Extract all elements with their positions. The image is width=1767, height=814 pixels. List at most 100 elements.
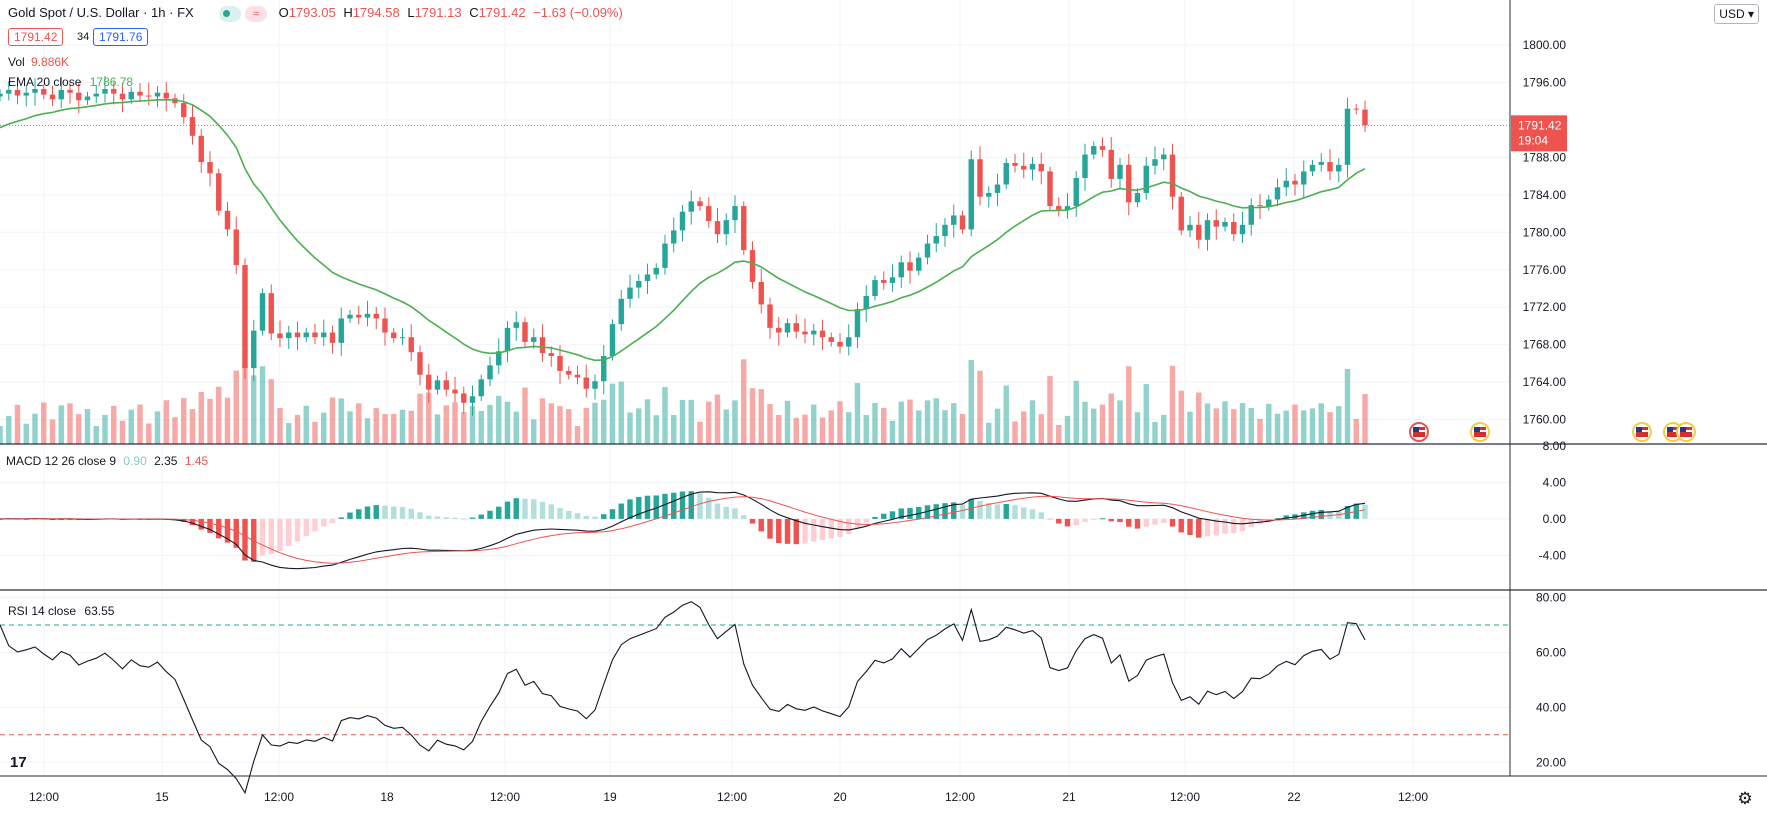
candle[interactable] [548,353,554,356]
candle[interactable] [434,380,441,390]
candle[interactable] [0,93,3,97]
buy-price[interactable]: 1791.76 [93,28,149,46]
candle[interactable] [767,304,773,328]
candle[interactable] [968,159,974,230]
candle[interactable] [1021,165,1027,170]
candle[interactable] [986,192,992,197]
candle[interactable] [347,314,353,319]
candle[interactable] [933,236,939,244]
candle[interactable] [277,333,283,339]
candle[interactable] [207,162,213,174]
us-flag-icon[interactable] [1409,422,1429,442]
candle[interactable] [898,262,904,278]
candle[interactable] [1301,171,1307,185]
candle[interactable] [23,92,29,96]
candle[interactable] [1292,180,1298,185]
candle[interactable] [1117,164,1123,179]
candle[interactable] [216,173,222,211]
candle[interactable] [1134,192,1141,203]
candle[interactable] [181,103,187,118]
candle[interactable] [443,380,449,390]
candle[interactable] [1152,159,1158,166]
settings-gear-icon[interactable]: ⚙ [1737,789,1753,808]
candle[interactable] [1073,177,1079,207]
candle[interactable] [539,337,546,354]
candle[interactable] [959,215,966,230]
candle[interactable] [776,327,782,333]
candle[interactable] [1143,165,1149,193]
candle[interactable] [163,92,169,99]
candle[interactable] [749,250,756,282]
candle[interactable] [1353,108,1359,110]
candle[interactable] [487,365,493,380]
candle[interactable] [601,355,607,382]
sell-price[interactable]: 1791.42 [8,28,64,46]
candle[interactable] [452,389,458,394]
candle[interactable] [671,230,677,244]
candle[interactable] [251,330,257,369]
candle[interactable] [828,337,834,342]
candle[interactable] [583,377,589,389]
candle[interactable] [233,229,239,266]
candle[interactable] [1161,154,1167,160]
candle[interactable] [653,267,659,275]
candle[interactable] [93,93,99,97]
candle[interactable] [67,89,73,93]
candle[interactable] [837,341,843,347]
candle[interactable] [994,184,1001,193]
candle[interactable] [198,135,204,163]
candle[interactable] [1231,222,1237,235]
candle[interactable] [942,224,948,237]
candle[interactable] [189,117,196,136]
candle[interactable] [58,89,64,100]
candle[interactable] [286,332,292,339]
candle[interactable] [259,293,266,331]
candles[interactable] [0,76,1368,416]
candle[interactable] [111,88,117,94]
candle[interactable] [496,351,502,366]
candle[interactable] [1248,205,1254,225]
candle[interactable] [1309,164,1316,172]
candle[interactable] [426,374,432,390]
candle[interactable] [41,88,47,95]
candle[interactable] [1266,199,1272,207]
candle[interactable] [1336,164,1342,172]
candle[interactable] [1126,164,1132,203]
candle[interactable] [592,381,598,389]
candle[interactable] [1257,205,1263,207]
candle[interactable] [872,280,878,296]
us-flag-icon[interactable] [1676,422,1696,442]
candle[interactable] [1099,146,1106,150]
candle[interactable] [618,298,624,325]
candle[interactable] [461,393,467,403]
us-flag-icon[interactable] [1470,422,1490,442]
candle[interactable] [76,92,82,101]
candle[interactable] [356,314,362,318]
candle[interactable] [1196,224,1202,240]
candle[interactable] [1344,108,1351,165]
candle[interactable] [881,280,887,283]
candle[interactable] [1082,154,1088,178]
candle[interactable] [977,159,983,197]
candle[interactable] [951,215,957,225]
candle[interactable] [793,323,799,332]
events[interactable] [1409,422,1696,442]
candle[interactable] [364,313,371,318]
candle[interactable] [329,332,336,343]
candle[interactable] [478,379,484,397]
candle[interactable] [102,88,108,94]
candle[interactable] [662,243,668,268]
candle[interactable] [732,206,738,221]
candle[interactable] [1047,171,1053,207]
candle[interactable] [321,332,327,338]
candle[interactable] [1091,146,1097,155]
candle[interactable] [1169,154,1176,197]
candle[interactable] [294,332,301,338]
candle[interactable] [706,206,712,222]
candle[interactable] [574,374,581,378]
candle[interactable] [1362,109,1368,126]
candle[interactable] [504,327,511,352]
candle[interactable] [1204,220,1211,240]
candle[interactable] [1318,162,1324,165]
candle[interactable] [14,89,21,96]
